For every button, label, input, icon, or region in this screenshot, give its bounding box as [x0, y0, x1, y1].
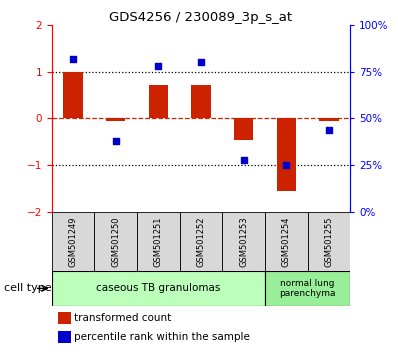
Point [70, 56, 76, 61]
Bar [106, 119, 125, 121]
FancyBboxPatch shape [179, 212, 222, 271]
FancyBboxPatch shape [52, 271, 265, 306]
Text: GSM501255: GSM501255 [324, 216, 334, 267]
Text: GSM501249: GSM501249 [68, 216, 78, 267]
FancyBboxPatch shape [265, 212, 308, 271]
Text: normal lung
parenchyma: normal lung parenchyma [279, 279, 336, 298]
Text: GSM501252: GSM501252 [197, 216, 205, 267]
Text: caseous TB granulomas: caseous TB granulomas [96, 283, 220, 293]
Bar [149, 85, 168, 119]
Text: percentile rank within the sample: percentile rank within the sample [74, 332, 250, 342]
Bar [58, 331, 71, 343]
Text: GSM501254: GSM501254 [282, 216, 291, 267]
Bar [277, 119, 296, 191]
Text: transformed count: transformed count [74, 313, 172, 323]
Bar [234, 119, 253, 139]
FancyBboxPatch shape [52, 212, 94, 271]
FancyBboxPatch shape [222, 212, 265, 271]
Point [326, 127, 332, 132]
FancyBboxPatch shape [308, 212, 350, 271]
Point [240, 157, 247, 162]
Text: cell type: cell type [4, 283, 52, 293]
FancyBboxPatch shape [94, 212, 137, 271]
Point [155, 63, 162, 69]
FancyBboxPatch shape [265, 271, 350, 306]
Bar [191, 85, 211, 119]
FancyBboxPatch shape [137, 212, 179, 271]
Bar [63, 72, 83, 119]
Text: GSM501250: GSM501250 [111, 216, 120, 267]
Bar [58, 312, 71, 324]
Point [113, 138, 119, 144]
Text: GSM501251: GSM501251 [154, 216, 163, 267]
Bar [319, 119, 339, 121]
Point [283, 162, 289, 168]
Point [198, 59, 204, 65]
Text: GSM501253: GSM501253 [239, 216, 248, 267]
Title: GDS4256 / 230089_3p_s_at: GDS4256 / 230089_3p_s_at [109, 11, 293, 24]
